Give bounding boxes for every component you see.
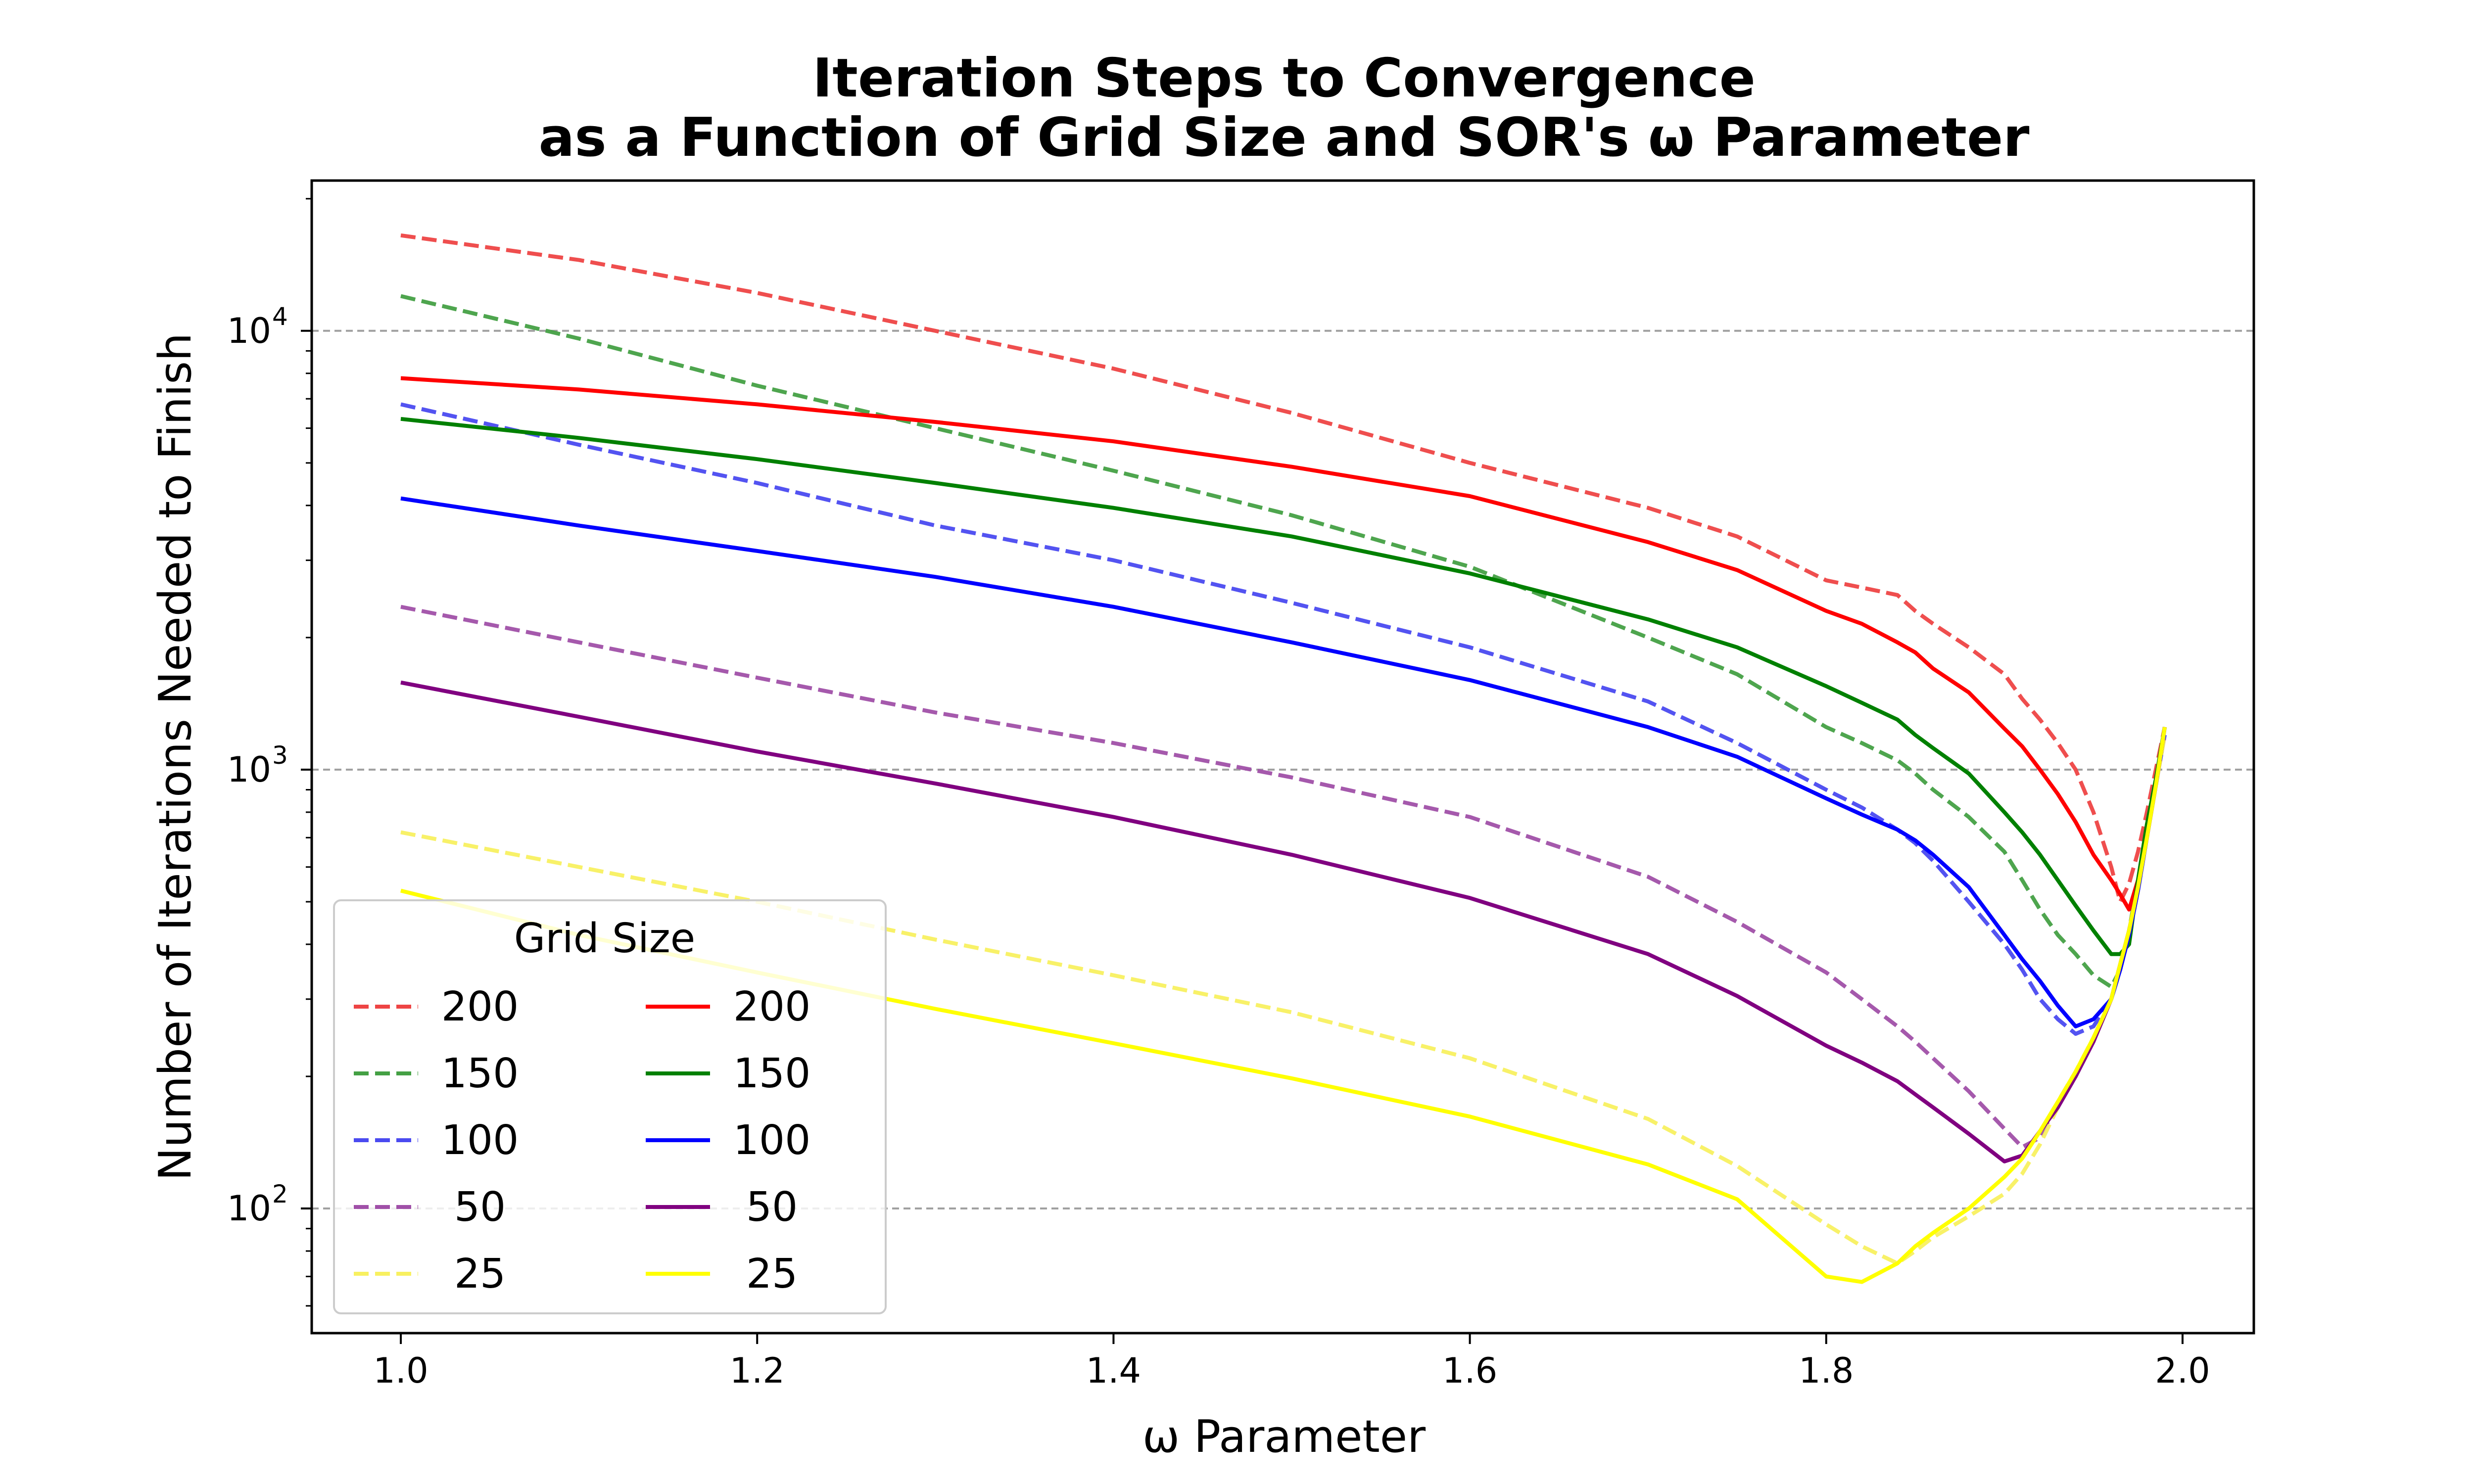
series-line-solid-25 bbox=[400, 727, 2167, 1284]
legend-label-dashed-100: 100 bbox=[441, 1117, 519, 1164]
legend-label-solid-200: 200 bbox=[733, 983, 811, 1030]
series-line-dashed-25 bbox=[400, 735, 2167, 1265]
chart-title-line1: Iteration Steps to Convergence bbox=[812, 47, 1756, 109]
x-tick-label: 1.6 bbox=[1442, 1350, 1497, 1391]
x-axis-label: ω Parameter bbox=[1142, 1411, 1426, 1463]
series-lines bbox=[400, 233, 2167, 1284]
series-line-dashed-200 bbox=[400, 233, 2167, 904]
legend-label-dashed-50: 50 bbox=[454, 1184, 506, 1231]
x-tick-label: 1.0 bbox=[373, 1350, 428, 1391]
series-line-solid-200 bbox=[400, 376, 2167, 912]
y-tick-label-base: 10 bbox=[227, 749, 271, 790]
x-tick-label: 1.8 bbox=[1799, 1350, 1854, 1391]
legend-label-dashed-200: 200 bbox=[441, 983, 519, 1030]
legend-label-dashed-150: 150 bbox=[441, 1050, 519, 1097]
legend-label-solid-50: 50 bbox=[746, 1184, 798, 1231]
legend-label-solid-25: 25 bbox=[746, 1251, 798, 1298]
legend-title: Grid Size bbox=[514, 915, 695, 962]
legend-label-dashed-25: 25 bbox=[454, 1251, 506, 1298]
y-tick-label-exponent: 4 bbox=[272, 302, 288, 331]
legend-label-solid-150: 150 bbox=[733, 1050, 811, 1097]
chart-title-line2: as a Function of Grid Size and SOR's ω P… bbox=[539, 107, 2030, 169]
legend: Grid Size 200 150 100 50 25 200 150 100 50 25 bbox=[333, 899, 887, 1314]
y-axis-label: Number of Iterations Needed to Finish bbox=[149, 333, 201, 1181]
y-tick-label-exponent: 2 bbox=[272, 1180, 288, 1208]
legend-entries: 200 150 100 50 25 200 150 100 50 25 bbox=[354, 983, 810, 1298]
y-tick-label-exponent: 3 bbox=[272, 741, 288, 770]
x-tick-label: 1.2 bbox=[730, 1350, 785, 1391]
legend-label-solid-100: 100 bbox=[733, 1117, 811, 1164]
y-tick-label-base: 10 bbox=[227, 311, 271, 351]
x-tick-label: 2.0 bbox=[2155, 1350, 2210, 1391]
series-line-dashed-50 bbox=[400, 604, 2167, 1149]
x-tick-label: 1.4 bbox=[1086, 1350, 1141, 1391]
plot-frame bbox=[310, 179, 2255, 1335]
y-tick-label-base: 10 bbox=[227, 1188, 271, 1229]
x-axis-ticks: 1.0 1.2 1.4 1.6 1.8 2.0 bbox=[373, 1333, 2210, 1391]
legend-box bbox=[333, 899, 887, 1314]
